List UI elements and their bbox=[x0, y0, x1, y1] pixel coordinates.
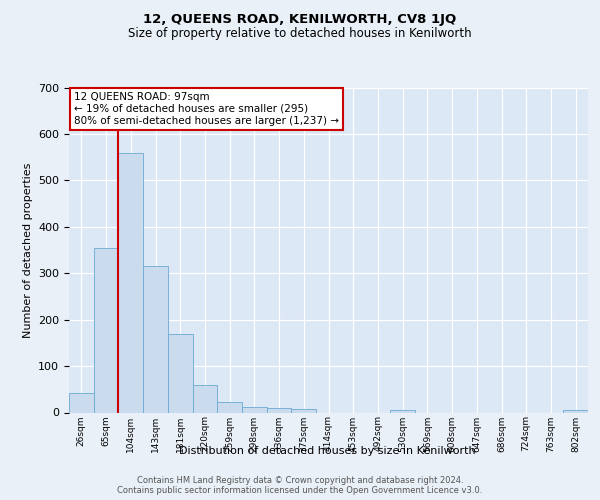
Bar bbox=[118, 152, 143, 412]
Bar bbox=[563, 410, 588, 412]
Bar bbox=[292, 409, 316, 412]
Text: Distribution of detached houses by size in Kenilworth: Distribution of detached houses by size … bbox=[179, 446, 475, 456]
Text: 12, QUEENS ROAD, KENILWORTH, CV8 1JQ: 12, QUEENS ROAD, KENILWORTH, CV8 1JQ bbox=[143, 12, 457, 26]
Y-axis label: Number of detached properties: Number of detached properties bbox=[23, 162, 32, 338]
Bar bbox=[69, 392, 94, 412]
Text: Contains public sector information licensed under the Open Government Licence v3: Contains public sector information licen… bbox=[118, 486, 482, 495]
Text: Size of property relative to detached houses in Kenilworth: Size of property relative to detached ho… bbox=[128, 28, 472, 40]
Text: 12 QUEENS ROAD: 97sqm
← 19% of detached houses are smaller (295)
80% of semi-det: 12 QUEENS ROAD: 97sqm ← 19% of detached … bbox=[74, 92, 339, 126]
Bar bbox=[390, 410, 415, 412]
Text: Contains HM Land Registry data © Crown copyright and database right 2024.: Contains HM Land Registry data © Crown c… bbox=[137, 476, 463, 485]
Bar bbox=[168, 334, 193, 412]
Bar bbox=[242, 407, 267, 412]
Bar bbox=[193, 384, 217, 412]
Bar bbox=[217, 402, 242, 412]
Bar bbox=[143, 266, 168, 412]
Bar bbox=[267, 408, 292, 412]
Bar bbox=[94, 248, 118, 412]
